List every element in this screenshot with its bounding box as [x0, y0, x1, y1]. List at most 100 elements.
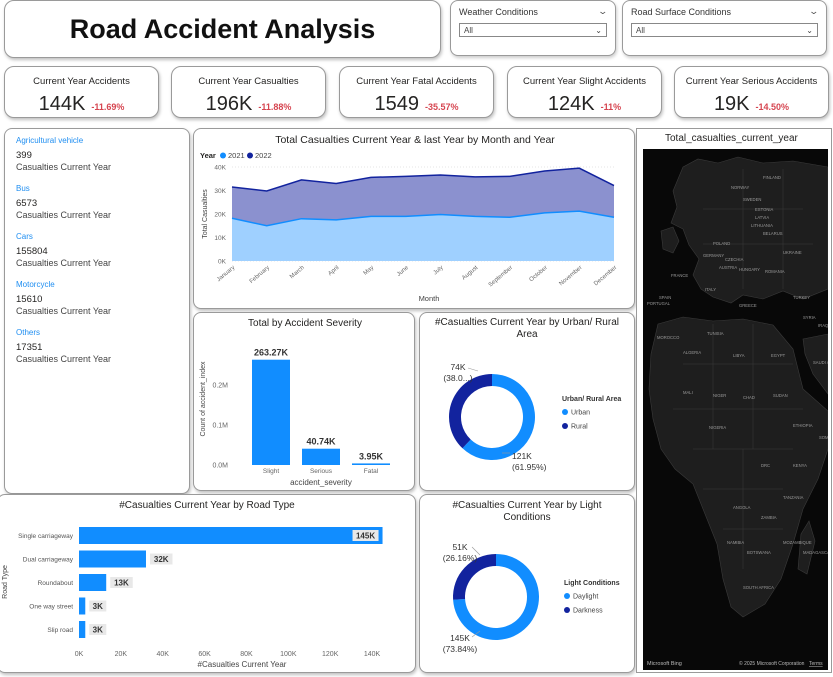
map-country-label: NORWAY [731, 185, 750, 190]
x-tick-label: Serious [310, 468, 333, 475]
chart-title-line2: Conditions [503, 512, 550, 523]
x-tick-label: September [488, 265, 514, 288]
data-label-value: 51K [452, 542, 467, 552]
map-borders [673, 169, 813, 569]
kpi-change: -35.57% [424, 102, 459, 112]
weather-dropdown[interactable]: All ⌄ [459, 23, 607, 37]
vehicle-sub: Casualties Current Year [16, 354, 112, 364]
map-terms-link[interactable]: Terms [809, 661, 823, 667]
kpi-card-slight: Current Year Slight Accidents 124K -11% [507, 66, 662, 118]
map-country-label: SWEDEN [743, 197, 761, 202]
urban-rural-donut[interactable]: #Casualties Current Year by Urban/ Rural… [420, 313, 634, 490]
y-tick-label: 30K [214, 188, 226, 195]
data-label-value: 74K [450, 362, 465, 372]
map-country-label: NIGER [713, 393, 726, 398]
kpi-card-fatal: Current Year Fatal Accidents 1549 -35.57% [339, 66, 494, 118]
chart-title: Total Casualties Current Year & last Yea… [275, 134, 555, 146]
dropdown-chevron-icon: ⌄ [595, 25, 602, 35]
y-tick-label: Slip road [47, 627, 73, 634]
kpi-label: Current Year Casualties [198, 76, 299, 87]
chevron-down-icon[interactable]: ⌄ [808, 6, 820, 16]
y-tick-label: Roundabout [38, 580, 74, 587]
light-conditions-donut[interactable]: #Casualties Current Year by Light Condit… [420, 495, 634, 672]
map-country-label: ZAMBIA [761, 515, 777, 520]
severity-bar-chart[interactable]: Total by Accident Severity Count of acci… [194, 313, 414, 490]
x-tick-label: 60K [198, 651, 211, 658]
map-country-label: HUNGARY [739, 267, 760, 272]
severity-chart-panel: Total by Accident Severity Count of acci… [193, 312, 415, 491]
y-tick-label: 40K [214, 165, 226, 172]
legend-title: Urban/ Rural Area [562, 396, 621, 403]
vehicle-name: Motorcycle [16, 280, 55, 289]
kpi-value: 196K [205, 93, 253, 115]
bar-slight [252, 359, 290, 465]
map-country-label: ITALY [705, 287, 716, 292]
map-country-label: SOUTH AFRICA [743, 585, 774, 590]
kpi-label: Current Year Slight Accidents [522, 76, 647, 87]
bar-road-3 [79, 597, 86, 615]
series-line-2021 [231, 210, 615, 227]
map-landmass-britain [660, 226, 680, 254]
map-country-label: MOROCCO [657, 335, 680, 340]
list-item[interactable]: Others 17351 Casualties Current Year [16, 328, 189, 376]
data-label-value: 121K [512, 451, 532, 461]
list-item[interactable]: Cars 155804 Casualties Current Year [16, 232, 189, 280]
map-country-label: ETHIOPIA [793, 423, 813, 428]
list-item[interactable]: Bus 6573 Casualties Current Year [16, 184, 189, 232]
chart-title: Total by Accident Severity [248, 318, 362, 329]
map-canvas[interactable]: FINLAND NORWAY SWEDEN ESTONIA LATVIA LITHUANI… [643, 149, 828, 670]
kpi-change: -11.69% [91, 102, 125, 112]
x-tick-label: 40K [156, 651, 169, 658]
kpi-label: Current Year Fatal Accidents [356, 76, 477, 87]
road-type-bar-chart[interactable]: #Casualties Current Year by Road Type Ro… [0, 495, 415, 672]
list-item[interactable]: Agricultural vehicle 399 Casualties Curr… [16, 136, 189, 184]
dropdown-chevron-icon: ⌄ [806, 25, 813, 35]
slice-rural [449, 374, 492, 449]
map-country-label: ANGOLA [733, 505, 751, 510]
map-country-label: FRANCE [671, 273, 688, 278]
data-label: 263.27K [254, 348, 289, 358]
road-surface-dropdown[interactable]: All ⌄ [631, 23, 818, 37]
legend-title: Light Conditions [564, 580, 620, 587]
weather-slicer[interactable]: Weather Conditions ⌄ All ⌄ [450, 0, 616, 56]
x-tick-label: 140K [364, 651, 381, 658]
leader-line [471, 630, 481, 638]
map-country-label: LIBYA [733, 353, 745, 358]
vehicle-value: 17351 [16, 342, 43, 353]
area-fill-2021 [232, 211, 614, 261]
bar-road-4 [79, 621, 86, 638]
slice-darkness [453, 554, 496, 600]
x-tick-label: February [249, 265, 271, 285]
x-tick-label: December [593, 265, 618, 287]
map-country-label: EGYPT [771, 353, 786, 358]
monthly-area-chart[interactable]: Total Casualties Current Year & last Yea… [194, 129, 634, 308]
title-card: Road Accident Analysis [4, 0, 441, 58]
data-label-bg [89, 600, 107, 612]
series-line-2022 [231, 167, 615, 192]
page-title: Road Accident Analysis [69, 13, 376, 44]
data-label-bg [110, 577, 133, 588]
map-country-label: KENYA [793, 463, 807, 468]
legend-dot-daylight [564, 593, 570, 599]
map-country-label: CZECHIA [725, 257, 744, 262]
map-landmass-europe [670, 156, 828, 304]
road-surface-slicer[interactable]: Road Surface Conditions ⌄ All ⌄ [622, 0, 827, 56]
x-tick-label: November [558, 265, 583, 287]
map-country-label: IRAQ [818, 323, 828, 328]
vehicle-type-list[interactable]: Agricultural vehicle 399 Casualties Curr… [4, 128, 190, 494]
kpi-value: 1549 [374, 93, 419, 115]
list-item[interactable]: Motorcycle 15610 Casualties Current Year [16, 280, 189, 328]
light-conditions-panel: #Casualties Current Year by Light Condit… [419, 494, 635, 673]
kpi-label: Current Year Serious Accidents [685, 76, 818, 87]
map-country-label: GREECE [739, 303, 757, 308]
map-country-label: MOZAMBIQUE [783, 540, 812, 545]
map-country-labels: FINLAND NORWAY SWEDEN ESTONIA LATVIA LITHUANI… [647, 175, 828, 590]
chevron-down-icon[interactable]: ⌄ [597, 6, 609, 16]
map-svg[interactable]: FINLAND NORWAY SWEDEN ESTONIA LATVIA LITHUANI… [643, 149, 828, 670]
map-country-label: ESTONIA [755, 207, 774, 212]
map-country-label: TANZANIA [783, 495, 804, 500]
map-country-label: MADAGASCAR [803, 550, 828, 555]
bar-road-2 [79, 574, 107, 591]
data-label: 145K [356, 532, 375, 541]
legend-dot-darkness [564, 607, 570, 613]
